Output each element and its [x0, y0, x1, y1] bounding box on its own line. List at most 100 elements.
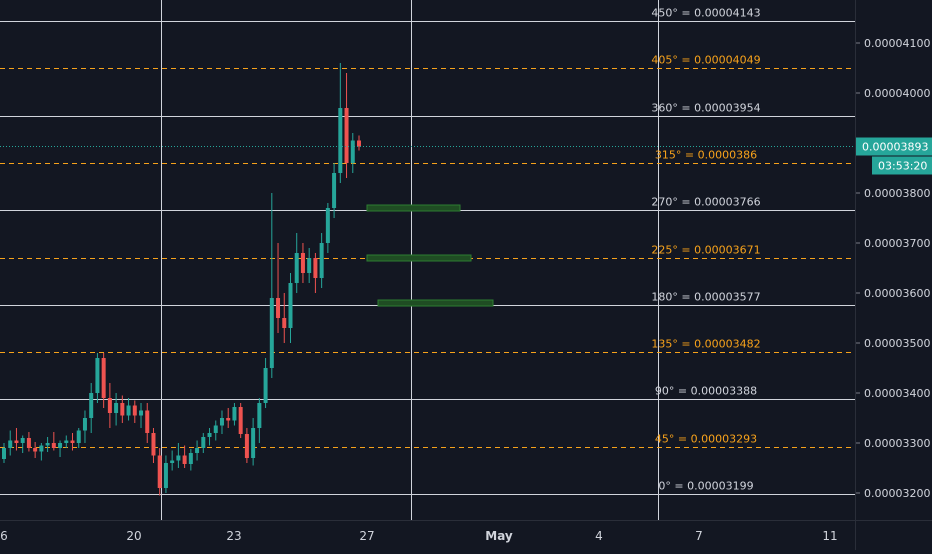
candle-body: [132, 405, 137, 416]
candle-body: [26, 438, 31, 448]
candle: [145, 403, 150, 443]
candle-body: [101, 358, 106, 398]
candle-body: [157, 455, 162, 488]
candle-body: [338, 108, 343, 173]
candle-body: [251, 428, 256, 458]
candles[interactable]: [2, 63, 361, 496]
candle-body: [307, 258, 312, 273]
price-tick-label: 0.00003500: [864, 337, 930, 350]
candle-body: [357, 140, 361, 147]
price-tick-label: 0.00003300: [864, 437, 930, 450]
candle-body: [120, 403, 125, 416]
candle-body: [51, 443, 56, 448]
candle: [182, 445, 187, 468]
candle: [207, 428, 212, 446]
candle-body: [76, 430, 81, 443]
candle-body: [313, 258, 318, 278]
highlight-zone: [366, 204, 461, 212]
candle-body: [219, 418, 224, 426]
candle: [82, 410, 87, 443]
time-axis[interactable]: 6 20 23 27 May 4 7 11: [0, 529, 837, 543]
candle: [269, 193, 274, 378]
candle-body: [2, 448, 6, 459]
countdown-label: 03:53:20: [878, 160, 927, 173]
candle: [170, 450, 175, 471]
time-tick-label: 6: [0, 529, 8, 543]
candle: [251, 418, 256, 466]
candle-body: [107, 398, 112, 413]
candle: [157, 448, 162, 496]
candle-body: [263, 368, 268, 403]
gann-level-label: 225° = 0.00003671: [651, 244, 760, 257]
time-tick-label: 11: [822, 529, 837, 543]
current-price-badge: 0.00003893 03:53:20: [856, 137, 932, 175]
candle-body: [269, 298, 274, 368]
price-tick-label: 0.00003800: [864, 187, 930, 200]
candle: [107, 383, 112, 428]
candle-body: [325, 208, 330, 243]
gann-level-label: 90° = 0.00003388: [655, 385, 757, 398]
current-price-box: [856, 137, 932, 156]
candle: [45, 437, 50, 452]
candle: [114, 393, 119, 426]
candle-body: [33, 448, 38, 452]
candle: [126, 398, 131, 421]
candle: [213, 420, 218, 441]
candle-body: [188, 453, 193, 464]
candle-body: [139, 410, 144, 416]
candle-body: [58, 443, 63, 448]
candle: [219, 410, 224, 434]
candle: [276, 243, 281, 333]
candle-body: [195, 448, 200, 453]
candle-body: [170, 460, 175, 463]
candle: [176, 443, 181, 468]
candle-body: [232, 407, 237, 421]
highlight-zone: [366, 254, 472, 262]
candle-body: [257, 403, 262, 428]
candle-body: [45, 443, 50, 446]
gann-level-label: 450° = 0.00004143: [651, 7, 760, 20]
candle-body: [95, 358, 100, 393]
candle-body: [213, 425, 218, 433]
candle: [332, 163, 337, 218]
candle: [163, 455, 168, 493]
candle-body: [294, 253, 299, 283]
candle: [2, 443, 6, 463]
gann-level-label: 45° = 0.00003293: [655, 433, 757, 446]
time-tick-label: 7: [695, 529, 703, 543]
candle: [195, 440, 200, 461]
candle: [350, 133, 355, 173]
candle: [39, 443, 44, 461]
price-axis[interactable]: 0.00004100 0.00004000 0.00003800 0.00003700…: [856, 37, 930, 500]
gann-level-label: 360° = 0.00003954: [651, 102, 760, 115]
gann-level-label: 135° = 0.00003482: [651, 338, 760, 351]
candle-body: [82, 418, 87, 431]
time-tick-label: 23: [226, 529, 241, 543]
candle: [238, 403, 243, 438]
price-tick-label: 0.00004100: [864, 37, 930, 50]
candle: [101, 353, 106, 408]
current-price-label: 0.00003893: [862, 141, 928, 154]
candle-body: [39, 445, 44, 452]
countdown-box: [872, 156, 932, 175]
candle-body: [226, 418, 231, 421]
price-tick-label: 0.00004000: [864, 87, 930, 100]
candle-body: [300, 253, 305, 273]
candle-body: [282, 318, 287, 328]
candle-body: [8, 440, 13, 448]
candle: [307, 248, 312, 283]
candle: [300, 243, 305, 283]
candle-body: [288, 283, 293, 328]
candle: [76, 428, 81, 448]
candle: [257, 398, 262, 443]
price-tick-label: 0.00003400: [864, 387, 930, 400]
candle: [226, 408, 231, 428]
candle: [20, 435, 25, 453]
candle: [51, 432, 56, 451]
candle: [338, 63, 343, 183]
candle-body: [64, 440, 69, 443]
candle: [120, 395, 125, 423]
